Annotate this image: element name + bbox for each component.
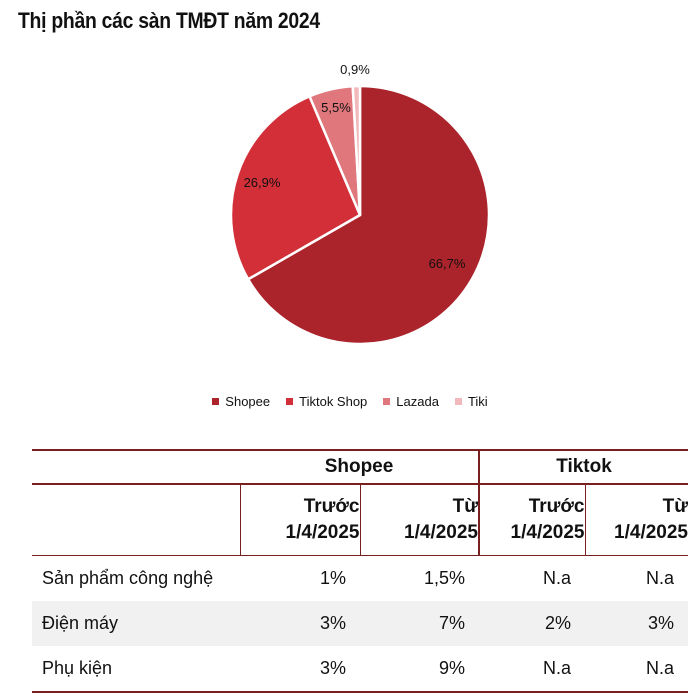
cell-value: 2% bbox=[479, 601, 585, 646]
pie-slice-tiki bbox=[351, 84, 362, 217]
subheader-tiktok-before: Trước 1/4/2025 bbox=[478, 484, 585, 556]
legend-label-tiktok-shop: Tiktok Shop bbox=[299, 394, 368, 409]
group-header-tiktok: Tiktok bbox=[478, 449, 688, 485]
pie-slice-shopee bbox=[246, 84, 491, 346]
legend-label-tiki: Tiki bbox=[467, 394, 488, 409]
legend-label-lazada: Lazada bbox=[396, 394, 439, 409]
subheader-shopee-before: Trước 1/4/2025 bbox=[239, 484, 360, 556]
fee-comparison-table: Shopee Tiktok Trước 1/4/2025 Từ 1/4/2025… bbox=[32, 449, 688, 693]
page-title: Thị phần các sàn TMĐT năm 2024 bbox=[18, 8, 320, 33]
table-subheader-blank bbox=[32, 484, 240, 556]
subheader-line: Từ bbox=[452, 496, 478, 517]
table-group-header-row: Shopee Tiktok bbox=[32, 449, 688, 485]
legend-item-tiktok-shop: Tiktok Shop bbox=[286, 394, 367, 409]
cell-value: 3% bbox=[240, 601, 360, 646]
legend-item-tiki: Tiki bbox=[454, 394, 488, 409]
subheader-tiktok-from: Từ 1/4/2025 bbox=[584, 484, 688, 556]
legend-swatch-shopee bbox=[212, 398, 220, 405]
table-row: Phụ kiện 3% 9% N.a N.a bbox=[32, 646, 688, 693]
subheader-line: 1/4/2025 bbox=[404, 522, 478, 543]
pie-chart: 66,7% 26,9% 5,5% 0,9% bbox=[229, 62, 491, 346]
subheader-line: 1/4/2025 bbox=[614, 522, 688, 543]
cell-value: 1,5% bbox=[423, 568, 465, 588]
pie-data-label-tiki: 0,9% bbox=[340, 62, 370, 77]
table-subheader-row: Trước 1/4/2025 Từ 1/4/2025 Trước 1/4/202… bbox=[32, 484, 688, 556]
legend-swatch-tiki bbox=[454, 398, 462, 405]
subheader-line: Từ bbox=[662, 496, 688, 517]
subheader-line: Trước bbox=[528, 496, 585, 517]
pie-data-label-tiktok-shop: 26,9% bbox=[244, 175, 281, 190]
cell-value: 9% bbox=[360, 646, 479, 693]
legend-label-shopee: Shopee bbox=[225, 394, 271, 409]
subheader-shopee-from: Từ 1/4/2025 bbox=[359, 484, 479, 556]
table-row: Điện máy 3% 7% 2% 3% bbox=[32, 601, 688, 646]
subheader-line: Trước bbox=[303, 496, 360, 517]
group-header-shopee: Shopee bbox=[240, 449, 479, 485]
legend-item-lazada: Lazada bbox=[383, 394, 439, 409]
cell-value: 3% bbox=[240, 646, 360, 693]
row-label: Điện máy bbox=[32, 601, 240, 646]
cell-value: 1% bbox=[319, 568, 346, 588]
cell-value: N.a bbox=[542, 568, 571, 588]
legend-item-shopee: Shopee bbox=[212, 394, 270, 409]
chart-legend: Shopee Tiktok Shop Lazada Tiki bbox=[0, 394, 700, 409]
cell-value: 7% bbox=[360, 601, 479, 646]
pie-data-label-lazada: 5,5% bbox=[321, 100, 351, 115]
table-row: Sản phẩm công nghệ 1% 1,5% N.a N.a bbox=[32, 556, 688, 602]
table-corner-blank bbox=[32, 449, 240, 485]
subheader-line: 1/4/2025 bbox=[285, 522, 360, 543]
cell-value: N.a bbox=[479, 646, 585, 693]
legend-swatch-tiktok-shop bbox=[286, 398, 294, 405]
row-label: Phụ kiện bbox=[32, 646, 240, 693]
cell-value: N.a bbox=[645, 568, 674, 588]
cell-value: 3% bbox=[585, 601, 688, 646]
cell-value: N.a bbox=[585, 646, 688, 693]
subheader-line: 1/4/2025 bbox=[510, 522, 585, 543]
row-label: Sản phẩm công nghệ bbox=[42, 568, 214, 588]
pie-data-label-shopee: 66,7% bbox=[429, 256, 466, 271]
legend-swatch-lazada bbox=[383, 398, 391, 405]
